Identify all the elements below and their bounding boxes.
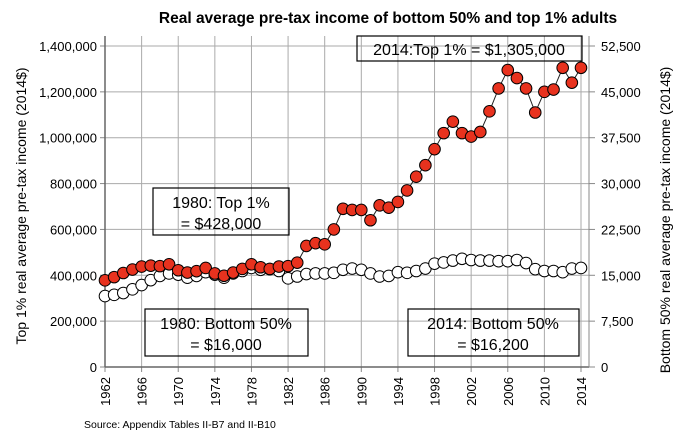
data-point	[409, 170, 423, 183]
chart-title: Real average pre-tax income of bottom 50…	[159, 10, 617, 27]
y-tick-label: 1,400,000	[39, 39, 97, 54]
x-tick-label: 1990	[354, 377, 369, 406]
data-point	[565, 76, 579, 89]
annotation-box	[144, 308, 309, 357]
x-tick-label: 1994	[391, 377, 406, 406]
x-tick-label: 1986	[318, 377, 333, 406]
annotation-line2: = $16,000	[190, 337, 262, 354]
gridlines	[105, 36, 589, 367]
data-point	[574, 261, 588, 275]
data-point	[162, 257, 176, 271]
y-tick-label: 800,000	[50, 177, 97, 192]
y-tick-label: 200,000	[50, 314, 97, 329]
data-point	[574, 61, 588, 75]
y2-tick-label: 22,500	[601, 222, 641, 237]
x-tick-label: 1970	[171, 377, 186, 406]
annotation-box	[356, 35, 583, 62]
annotation-line1: 1980: Top 1%	[172, 195, 270, 212]
y-axis-label: Top 1% real average pre-tax income (2014…	[13, 67, 29, 344]
x-tick-label: 2010	[537, 377, 552, 406]
y-tick-label: 1,000,000	[39, 131, 97, 146]
data-point	[327, 223, 341, 236]
data-point	[428, 142, 441, 156]
data-point	[391, 195, 405, 209]
x-tick-label: 1974	[208, 377, 223, 406]
x-tick-label: 2014	[574, 377, 589, 406]
y2-tick-label: 37,500	[601, 131, 641, 146]
data-point	[419, 158, 432, 172]
y-axis-ticks: 0 200,000 400,000 600,000 800,000 1,000,000 1,…	[39, 39, 97, 375]
annotation-line1: 1980: Bottom 50%	[160, 316, 292, 333]
y2-tick-label: 30,000	[601, 177, 641, 192]
data-point	[501, 63, 515, 77]
series-top-1	[98, 61, 588, 287]
y2-tick-label: 52,500	[601, 39, 641, 54]
data-point	[290, 256, 304, 269]
annotation-top-2014: 2014:Top 1% = $1,305,000	[356, 35, 583, 62]
annotation-line2: = $16,200	[457, 337, 529, 354]
y2-tick-label: 15,000	[601, 268, 641, 283]
data-point	[199, 261, 212, 275]
data-point	[519, 256, 533, 270]
x-tick-label: 2006	[501, 377, 516, 406]
x-tick-label: 2002	[464, 377, 479, 406]
data-point	[446, 115, 460, 128]
data-point	[355, 203, 368, 217]
annotation-top-1980: 1980: Top 1% = $428,000	[152, 187, 290, 236]
y2-tick-label: 7,500	[601, 314, 634, 329]
series-bottom-50	[98, 252, 588, 303]
source-note: Source: Appendix Tables II-B7 and II-B10	[84, 419, 276, 431]
series-line	[104, 66, 582, 281]
data-point	[437, 126, 450, 140]
annotation-bottom-2014: 2014: Bottom 50% = $16,200	[407, 308, 580, 357]
data-point	[556, 61, 569, 75]
data-point	[510, 71, 524, 85]
x-tick-label: 1966	[135, 377, 150, 406]
annotation-box	[152, 187, 290, 236]
data-point	[492, 82, 505, 95]
y2-tick-label: 0	[601, 360, 608, 375]
y2-tick-label: 45,000	[601, 85, 641, 100]
annotation-bottom-1980: 1980: Bottom 50% = $16,000	[144, 308, 309, 357]
x-tick-label: 1998	[428, 377, 443, 406]
y-tick-label: 400,000	[50, 268, 97, 283]
x-tick-label: 1962	[98, 377, 113, 406]
data-point	[382, 201, 396, 214]
data-point	[474, 125, 487, 139]
y-tick-label: 0	[90, 360, 97, 375]
annotation-line2: = $428,000	[181, 216, 262, 233]
data-point	[547, 83, 560, 96]
axes	[100, 36, 595, 372]
y2-axis-ticks: 0 7,500 15,000 22,500 30,000 37,500 45,000 52,5…	[601, 39, 641, 375]
series-layer	[98, 61, 588, 303]
data-point	[528, 106, 542, 119]
y2-axis-label: Bottom 50% real average pre-tax income (…	[657, 67, 673, 374]
x-tick-label: 1982	[281, 377, 296, 406]
annotation-text: 2014:Top 1% = $1,305,000	[373, 42, 565, 59]
data-point	[318, 238, 331, 251]
y-tick-label: 1,200,000	[39, 85, 97, 100]
y-tick-label: 600,000	[50, 222, 97, 237]
data-point	[519, 82, 533, 95]
data-point	[483, 105, 496, 118]
annotation-line1: 2014: Bottom 50%	[427, 316, 559, 333]
x-tick-label: 1978	[244, 377, 259, 406]
data-point	[364, 213, 377, 227]
x-axis-ticks: 1962 1966 1970 1974 1978 1982 1986 1990 1994 1998…	[98, 377, 589, 406]
data-point	[400, 184, 414, 197]
annotation-box	[407, 308, 580, 357]
